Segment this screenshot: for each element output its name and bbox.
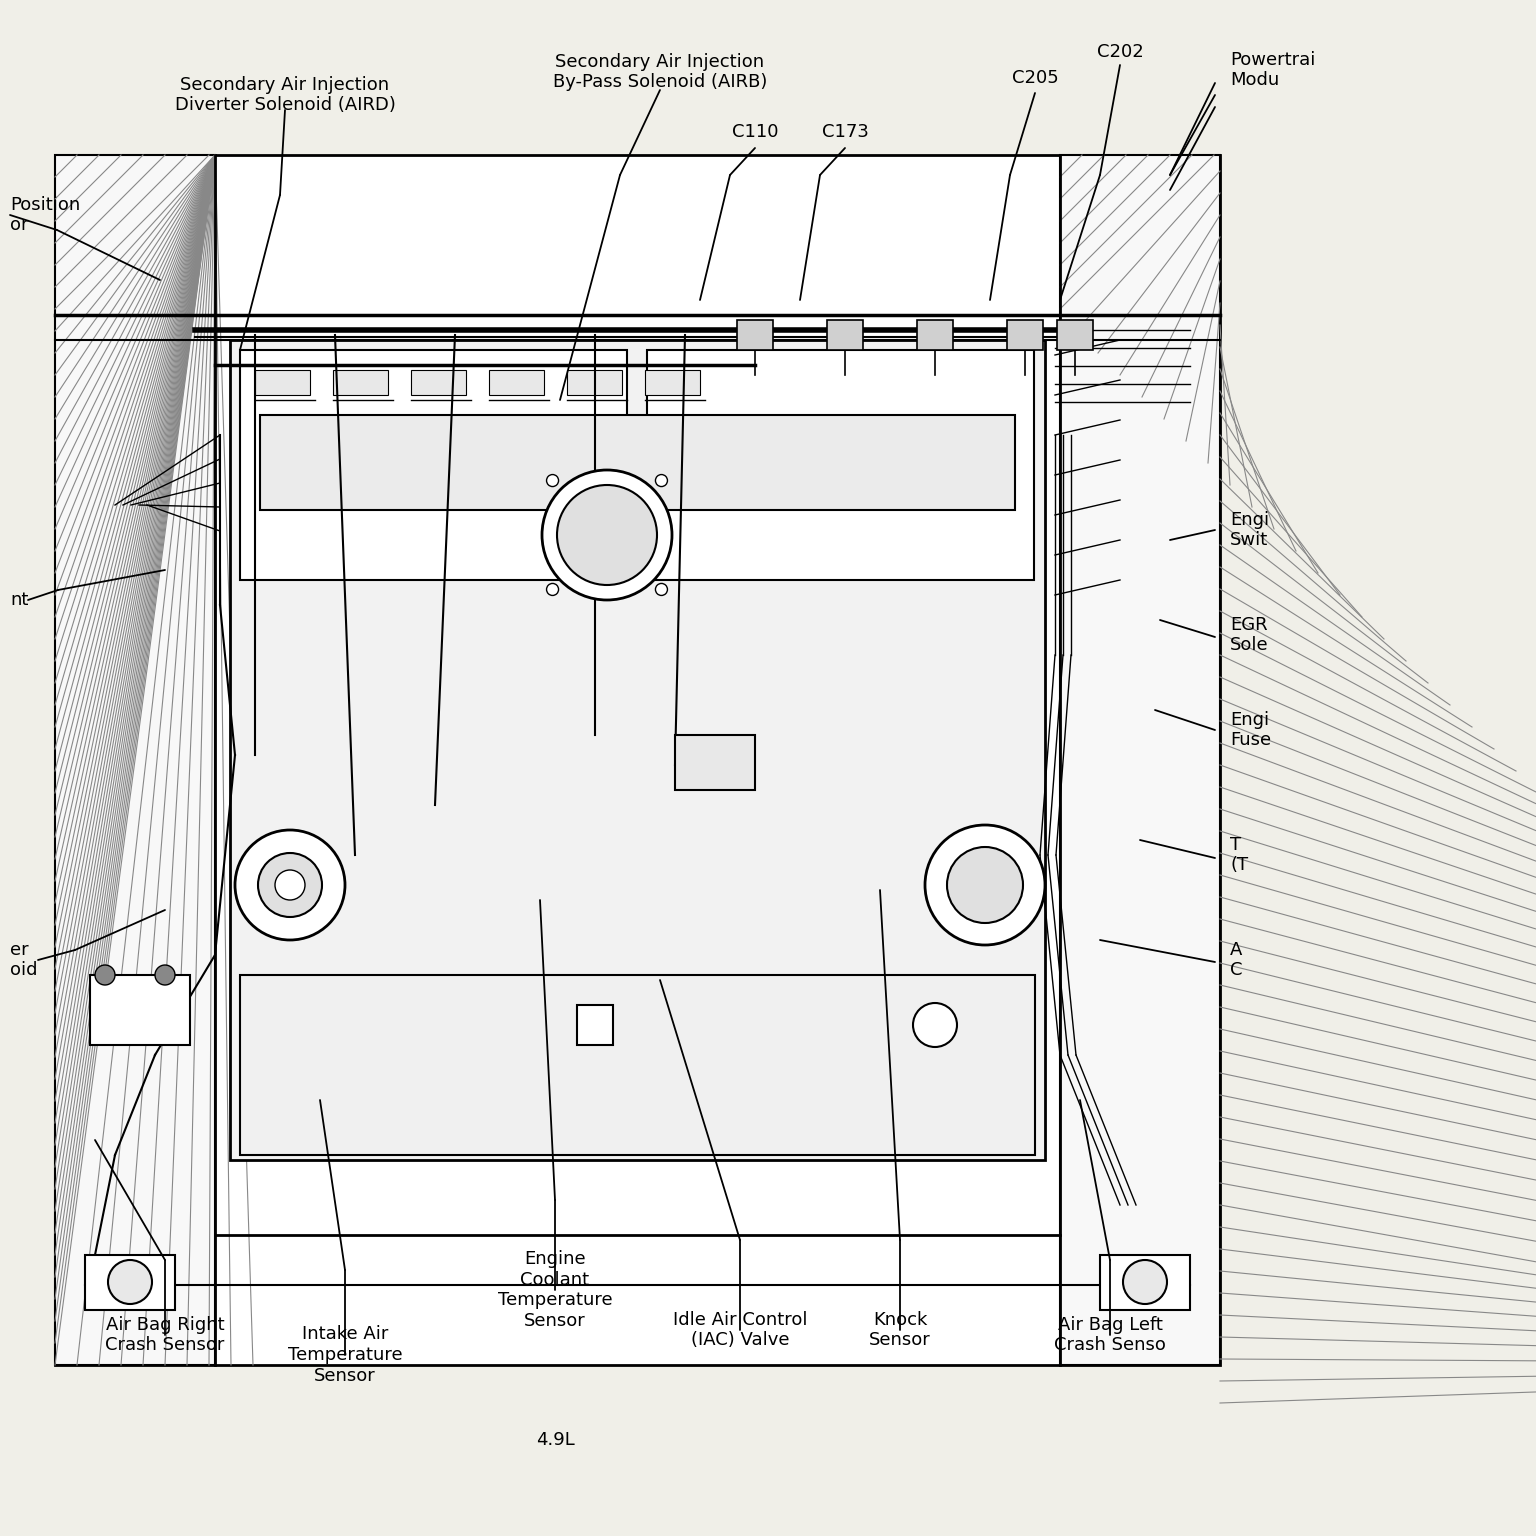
Bar — [826, 319, 863, 350]
Text: C173: C173 — [822, 123, 868, 141]
Text: Engine
Coolant
Temperature
Sensor: Engine Coolant Temperature Sensor — [498, 1250, 613, 1330]
Bar — [230, 339, 1044, 1160]
Bar — [260, 415, 1015, 510]
Bar — [488, 370, 544, 395]
Bar — [1057, 319, 1094, 350]
Text: C202: C202 — [1097, 43, 1143, 61]
Bar — [567, 370, 622, 395]
Bar — [917, 319, 952, 350]
Circle shape — [235, 829, 346, 940]
Bar — [84, 1255, 175, 1310]
Text: Secondary Air Injection
Diverter Solenoid (AIRD): Secondary Air Injection Diverter Solenoi… — [175, 75, 395, 114]
Bar — [240, 350, 627, 581]
Text: Powertrai
Modu: Powertrai Modu — [1230, 51, 1315, 89]
Bar — [55, 155, 1220, 1366]
Text: Intake Air
Temperature
Sensor: Intake Air Temperature Sensor — [287, 1326, 402, 1385]
Circle shape — [547, 584, 559, 596]
Text: A
C: A C — [1230, 940, 1243, 980]
Circle shape — [542, 470, 673, 601]
Text: C110: C110 — [731, 123, 779, 141]
Circle shape — [656, 475, 668, 487]
Text: nt: nt — [11, 591, 28, 608]
Circle shape — [258, 852, 323, 917]
Text: Position
or: Position or — [11, 195, 80, 235]
Circle shape — [155, 965, 175, 985]
Circle shape — [948, 846, 1023, 923]
Text: Air Bag Left
Crash Senso: Air Bag Left Crash Senso — [1054, 1316, 1166, 1355]
Bar — [737, 319, 773, 350]
Text: EGR
Sole: EGR Sole — [1230, 616, 1269, 654]
Circle shape — [912, 1003, 957, 1048]
Bar — [647, 350, 1034, 581]
Circle shape — [547, 475, 559, 487]
Bar — [674, 736, 756, 790]
Text: T
(T: T (T — [1230, 836, 1249, 874]
Bar — [240, 975, 1035, 1155]
Bar — [412, 370, 465, 395]
Text: 4.9L: 4.9L — [536, 1432, 574, 1448]
Text: Engi
Fuse: Engi Fuse — [1230, 711, 1272, 750]
Circle shape — [925, 825, 1044, 945]
Bar — [91, 975, 190, 1044]
Bar — [645, 370, 700, 395]
Circle shape — [275, 869, 306, 900]
Circle shape — [656, 584, 668, 596]
Bar — [333, 370, 389, 395]
Bar — [1060, 155, 1220, 1366]
Circle shape — [558, 485, 657, 585]
Text: Knock
Sensor: Knock Sensor — [869, 1310, 931, 1350]
Text: Secondary Air Injection
By-Pass Solenoid (AIRB): Secondary Air Injection By-Pass Solenoid… — [553, 52, 766, 92]
Bar — [255, 370, 310, 395]
Circle shape — [95, 965, 115, 985]
Text: er
oid: er oid — [11, 940, 37, 980]
Text: Idle Air Control
(IAC) Valve: Idle Air Control (IAC) Valve — [673, 1310, 808, 1350]
Circle shape — [1123, 1260, 1167, 1304]
Bar — [1100, 1255, 1190, 1310]
Circle shape — [108, 1260, 152, 1304]
Text: C205: C205 — [1012, 69, 1058, 88]
Text: Air Bag Right
Crash Sensor: Air Bag Right Crash Sensor — [106, 1316, 224, 1355]
Bar — [55, 155, 215, 1366]
Bar — [578, 1005, 613, 1044]
Text: Engi
Swit: Engi Swit — [1230, 510, 1269, 550]
Bar — [1008, 319, 1043, 350]
